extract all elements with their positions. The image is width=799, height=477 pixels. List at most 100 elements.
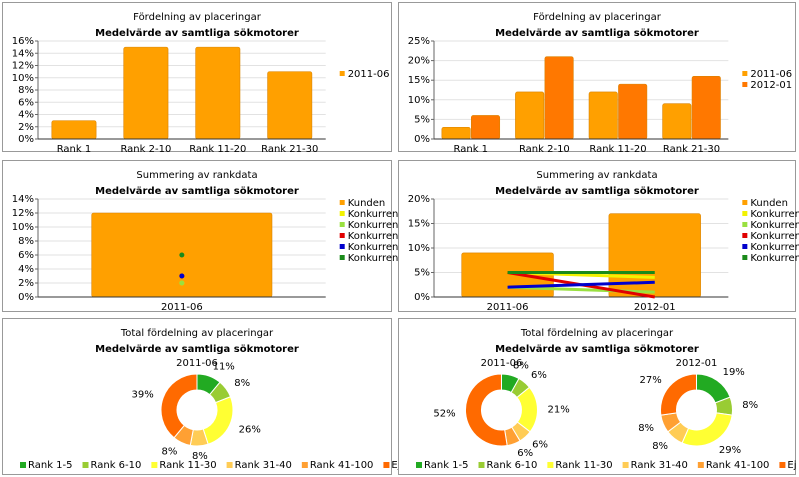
bar	[588, 91, 618, 140]
y-tick-label: 0%	[18, 134, 34, 145]
slice-label: 6%	[531, 370, 547, 381]
legend-label: Konkurrent 4	[348, 242, 412, 253]
legend-marker	[742, 82, 748, 87]
y-tick-label: 10%	[12, 222, 34, 233]
x-tick-label: 2011-06	[161, 302, 203, 313]
series-line	[507, 285, 655, 294]
chart-title: Total fördelning av placeringar	[120, 328, 274, 339]
legend-label: Rank 31-40	[235, 460, 292, 471]
chart-subtitle: Medelvärde av samtliga sökmotorer	[495, 28, 699, 39]
slice-label: 8%	[162, 447, 178, 458]
legend-marker	[151, 462, 158, 468]
chart-title: Total fördelning av placeringar	[520, 328, 674, 339]
bar	[618, 83, 648, 140]
y-tick-label: 16%	[12, 36, 34, 47]
donut-slice	[465, 373, 508, 447]
pie-title: 2011-06	[481, 358, 523, 369]
pie-title: 2011-06	[176, 358, 218, 369]
legend-label: 2011-06	[348, 69, 390, 80]
y-tick-label: 10%	[12, 73, 34, 84]
legend-label: Ej rankad	[787, 460, 799, 471]
donut-slice	[660, 373, 697, 416]
y-tick-label: 5%	[414, 114, 430, 125]
y-tick-label: 15%	[408, 75, 430, 86]
x-tick-label: Rank 2-10	[120, 144, 171, 155]
y-tick-label: 15%	[408, 219, 430, 230]
legend-marker	[742, 244, 748, 249]
y-tick-label: 12%	[12, 61, 34, 72]
bar	[515, 91, 545, 140]
legend-marker	[339, 211, 345, 216]
x-tick-label: Rank 21-30	[261, 144, 318, 155]
x-tick-label: Rank 11-20	[189, 144, 246, 155]
y-tick-label: 20%	[408, 56, 430, 67]
legend-marker	[742, 211, 748, 216]
bar	[267, 71, 313, 140]
y-tick-label: 8%	[18, 85, 34, 96]
legend-label: Rank 11-30	[555, 460, 612, 471]
chart-subtitle: Medelvärde av samtliga sökmotorer	[495, 186, 699, 197]
chart-subtitle: Medelvärde av samtliga sökmotorer	[495, 344, 699, 355]
legend-marker	[742, 200, 748, 205]
y-tick-label: 6%	[18, 250, 34, 261]
series-line	[507, 280, 655, 289]
legend-marker	[697, 462, 704, 468]
legend-marker	[339, 200, 345, 205]
legend-marker	[622, 462, 629, 468]
slice-label: 8%	[638, 423, 654, 434]
slice-label: 39%	[131, 389, 153, 400]
legend-label: Konkurrent 3	[348, 231, 412, 242]
slice-label: 8%	[513, 360, 529, 371]
y-tick-label: 10%	[408, 243, 430, 254]
legend-label: Rank 41-100	[310, 460, 374, 471]
y-tick-label: 25%	[408, 36, 430, 47]
y-tick-label: 12%	[12, 208, 34, 219]
legend-marker	[742, 255, 748, 260]
legend-marker	[226, 462, 233, 468]
legend-label: Konkurrent 2	[348, 220, 412, 231]
x-tick-label: Rank 2-10	[519, 144, 570, 155]
legend-marker	[339, 255, 345, 260]
legend-label: Rank 31-40	[631, 460, 688, 471]
y-tick-label: 4%	[18, 110, 34, 121]
bar	[441, 126, 471, 140]
line-point	[179, 280, 185, 286]
legend-marker	[742, 233, 748, 238]
legend-label: 2011-06	[750, 69, 792, 80]
y-tick-label: 0%	[414, 292, 430, 303]
donut-slice	[160, 373, 198, 439]
legend-marker	[339, 233, 345, 238]
legend-label: Rank 1-5	[424, 460, 469, 471]
legend-marker	[779, 462, 786, 468]
legend-label: Konkurrent 5	[750, 253, 799, 264]
x-tick-label: 2011-06	[487, 302, 529, 313]
x-tick-label: Rank 1	[57, 144, 92, 155]
slice-label: 11%	[213, 362, 235, 373]
y-tick-label: 2%	[18, 278, 34, 289]
x-tick-label: Rank 21-30	[663, 144, 720, 155]
legend-label: Konkurrent 4	[750, 242, 799, 253]
legend-marker	[742, 71, 748, 76]
legend-marker	[339, 244, 345, 249]
slice-label: 8%	[742, 400, 758, 411]
bar	[123, 46, 169, 140]
y-tick-label: 20%	[408, 194, 430, 205]
x-tick-label: Rank 1	[454, 144, 489, 155]
line-point	[179, 252, 185, 258]
legend-marker	[82, 462, 89, 468]
y-tick-label: 10%	[408, 95, 430, 106]
y-tick-label: 14%	[12, 194, 34, 205]
bar	[691, 75, 721, 140]
legend-label: Konkurrent 1	[750, 209, 799, 220]
slice-label: 8%	[234, 378, 250, 389]
slice-label: 6%	[532, 439, 548, 450]
legend-marker	[547, 462, 554, 468]
slice-label: 19%	[723, 367, 745, 378]
y-tick-label: 0%	[414, 134, 430, 145]
x-tick-label: 2012-01	[634, 302, 676, 313]
y-tick-label: 14%	[12, 48, 34, 59]
y-tick-label: 0%	[18, 292, 34, 303]
legend-marker	[20, 462, 26, 468]
legend-marker	[339, 222, 345, 227]
